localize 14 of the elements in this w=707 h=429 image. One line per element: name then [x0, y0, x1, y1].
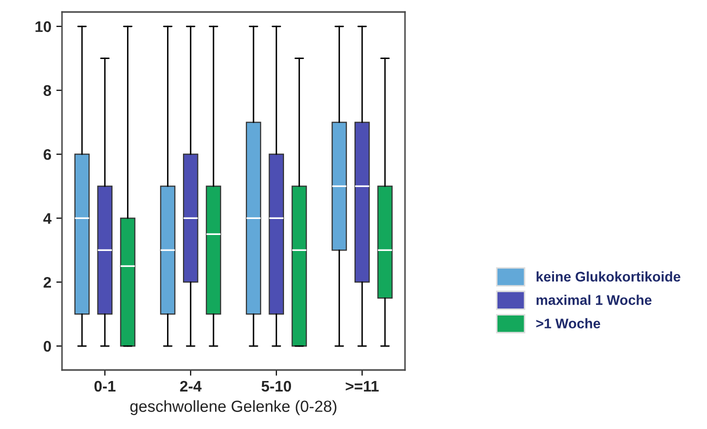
legend-label: maximal 1 Woche [536, 294, 652, 305]
x-tick-label: 2-4 [180, 380, 202, 392]
x-tick-label: >=11 [346, 380, 379, 392]
x-tick-label: 5-10 [262, 380, 292, 392]
y-tick-label: 2 [44, 276, 51, 288]
x-axis-title: geschwollene Gelenke (0-28) [130, 400, 336, 416]
y-tick-label: 4 [43, 213, 52, 224]
y-tick-label: 6 [44, 149, 52, 160]
y-tick-label: 0 [44, 340, 51, 352]
legend-label: keine Glukokortikoide [536, 271, 680, 282]
x-tick-label: 0-1 [94, 380, 116, 392]
y-tick-label: 10 [36, 21, 51, 32]
y-tick-label: 8 [44, 85, 52, 96]
legend-label: >1 Woche [536, 318, 600, 328]
